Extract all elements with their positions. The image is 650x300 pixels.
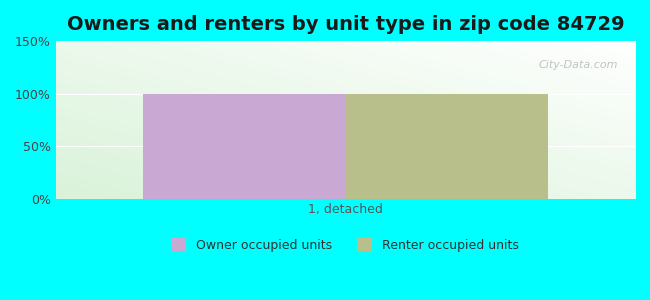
Title: Owners and renters by unit type in zip code 84729: Owners and renters by unit type in zip c…: [66, 15, 624, 34]
Legend: Owner occupied units, Renter occupied units: Owner occupied units, Renter occupied un…: [166, 233, 525, 257]
Text: City-Data.com: City-Data.com: [538, 60, 617, 70]
Bar: [142, 94, 345, 199]
Bar: [345, 94, 548, 199]
